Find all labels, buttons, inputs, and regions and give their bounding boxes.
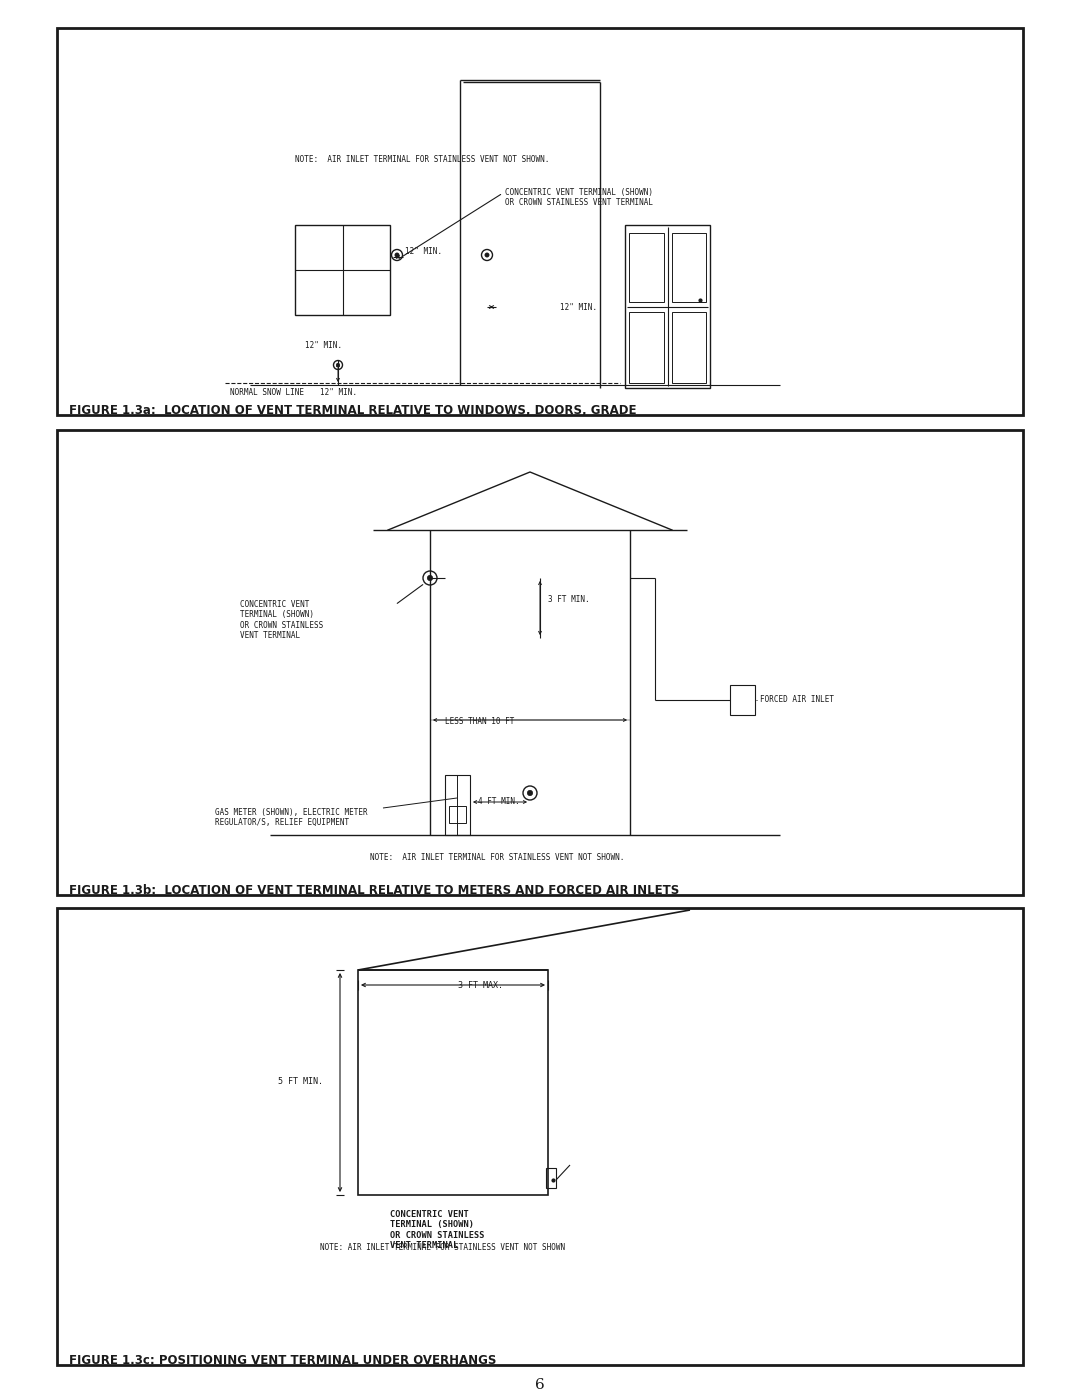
Bar — [672, 233, 706, 302]
Bar — [672, 312, 706, 383]
Bar — [625, 225, 710, 388]
Circle shape — [395, 253, 400, 257]
Text: CONCENTRIC VENT
TERMINAL (SHOWN)
OR CROWN STAINLESS
VENT TERMINAL: CONCENTRIC VENT TERMINAL (SHOWN) OR CROW… — [390, 1210, 485, 1250]
Text: FIGURE 1.3a:  LOCATION OF VENT TERMINAL RELATIVE TO WINDOWS, DOORS, GRADE: FIGURE 1.3a: LOCATION OF VENT TERMINAL R… — [69, 404, 636, 416]
Bar — [629, 233, 663, 302]
Text: FORCED AIR INLET: FORCED AIR INLET — [760, 696, 834, 704]
Text: 3 FT MAX.: 3 FT MAX. — [458, 981, 503, 989]
Text: 4 FT MIN.: 4 FT MIN. — [478, 798, 519, 806]
Bar — [449, 806, 465, 823]
Text: 6: 6 — [535, 1377, 545, 1391]
Bar — [546, 1168, 556, 1187]
Text: NORMAL SNOW LINE: NORMAL SNOW LINE — [230, 388, 303, 397]
Bar — [295, 225, 390, 314]
Text: FIGURE 1.3b:  LOCATION OF VENT TERMINAL RELATIVE TO METERS AND FORCED AIR INLETS: FIGURE 1.3b: LOCATION OF VENT TERMINAL R… — [69, 883, 679, 897]
Text: NOTE:  AIR INLET TERMINAL FOR STAINLESS VENT NOT SHOWN.: NOTE: AIR INLET TERMINAL FOR STAINLESS V… — [370, 854, 624, 862]
Bar — [57, 28, 1023, 415]
Circle shape — [428, 576, 433, 581]
Text: LESS THAN 10 FT: LESS THAN 10 FT — [445, 717, 514, 726]
Text: CONCENTRIC VENT TERMINAL (SHOWN)
OR CROWN STAINLESS VENT TERMINAL: CONCENTRIC VENT TERMINAL (SHOWN) OR CROW… — [505, 189, 653, 207]
Text: NOTE: AIR INLET TERMINAL FOR STAINLESS VENT NOT SHOWN: NOTE: AIR INLET TERMINAL FOR STAINLESS V… — [320, 1243, 565, 1253]
Text: 12" MIN.: 12" MIN. — [561, 303, 597, 313]
Bar — [57, 908, 1023, 1365]
Text: CONCENTRIC VENT
TERMINAL (SHOWN)
OR CROWN STAINLESS
VENT TERMINAL: CONCENTRIC VENT TERMINAL (SHOWN) OR CROW… — [240, 599, 323, 640]
Text: GAS METER (SHOWN), ELECTRIC METER
REGULATOR/S, RELIEF EQUIPMENT: GAS METER (SHOWN), ELECTRIC METER REGULA… — [215, 807, 367, 827]
Text: 5 FT MIN.: 5 FT MIN. — [278, 1077, 323, 1087]
Bar — [357, 970, 548, 1194]
Text: 3 FT MIN.: 3 FT MIN. — [548, 595, 590, 605]
Bar — [629, 312, 663, 383]
Text: 12" MIN.: 12" MIN. — [305, 341, 342, 349]
Text: NOTE:  AIR INLET TERMINAL FOR STAINLESS VENT NOT SHOWN.: NOTE: AIR INLET TERMINAL FOR STAINLESS V… — [295, 155, 550, 165]
Circle shape — [485, 253, 489, 257]
Text: FIGURE 1.3c: POSITIONING VENT TERMINAL UNDER OVERHANGS: FIGURE 1.3c: POSITIONING VENT TERMINAL U… — [69, 1354, 497, 1366]
Bar — [730, 685, 755, 715]
Bar — [57, 430, 1023, 895]
Text: 12" MIN.: 12" MIN. — [405, 247, 442, 257]
Text: 12" MIN.: 12" MIN. — [320, 388, 357, 397]
Circle shape — [336, 363, 340, 366]
Circle shape — [527, 791, 532, 796]
Bar — [445, 775, 470, 835]
